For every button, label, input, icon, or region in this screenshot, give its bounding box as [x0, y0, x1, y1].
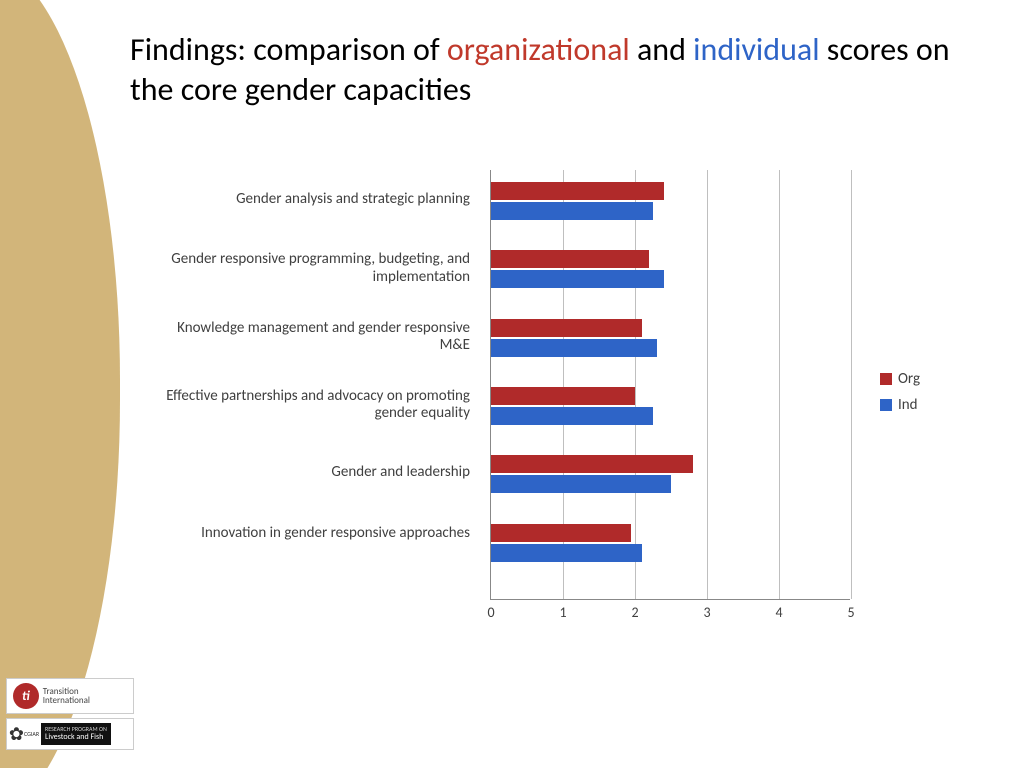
legend-org-swatch — [880, 373, 892, 385]
chart-gridline — [635, 170, 636, 599]
legend-org-label: Org — [898, 370, 920, 388]
bar-org — [491, 182, 664, 200]
cgiar-program-label: RESEARCH PROGRAM ON Livestock and Fish — [41, 723, 111, 744]
title-org-word: organizational — [447, 30, 630, 69]
chart-category-label: Knowledge management and gender responsi… — [150, 320, 470, 355]
chart-xtick: 1 — [559, 604, 566, 621]
bar-ind — [491, 202, 653, 220]
bar-ind — [491, 544, 642, 562]
bar-org — [491, 455, 693, 473]
title-pre: Findings: comparison of — [130, 30, 447, 69]
bar-ind — [491, 339, 657, 357]
title-ind-word: individual — [693, 30, 819, 69]
chart-category-label: Gender responsive programming, budgeting… — [150, 251, 470, 286]
decorative-band — [0, 0, 120, 768]
chart-gridline — [707, 170, 708, 599]
chart-category-label: Gender analysis and strategic planning — [150, 191, 470, 208]
chart-plot-area: 012345 — [490, 170, 850, 600]
chart-xtick: 3 — [703, 604, 710, 621]
ti-badge-icon: ti — [13, 683, 39, 709]
chart-xtick: 4 — [775, 604, 782, 621]
chart: 012345 Gender analysis and strategic pla… — [150, 170, 950, 650]
cgiar-icon: ✿CGIAR — [11, 721, 37, 747]
chart-xtick: 0 — [487, 604, 494, 621]
slide: Findings: comparison of organizational a… — [0, 0, 1024, 768]
cgiar-tag: CGIAR — [24, 731, 39, 737]
bar-org — [491, 524, 631, 542]
bar-org — [491, 387, 635, 405]
bar-ind — [491, 475, 671, 493]
chart-xtick: 2 — [631, 604, 638, 621]
logo-cgiar-livestock-fish: ✿CGIAR RESEARCH PROGRAM ON Livestock and… — [6, 718, 134, 750]
chart-category-label: Gender and leadership — [150, 464, 470, 481]
chart-gridline — [851, 170, 852, 599]
page-title: Findings: comparison of organizational a… — [130, 30, 950, 110]
title-mid: and — [630, 30, 693, 69]
chart-xtick: 5 — [847, 604, 854, 621]
bar-org — [491, 319, 642, 337]
ti-name: Transition International — [43, 687, 127, 706]
chart-category-label: Effective partnerships and advocacy on p… — [150, 388, 470, 423]
chart-gridline — [779, 170, 780, 599]
chart-category-label: Innovation in gender responsive approach… — [150, 525, 470, 542]
cgiar-main: Livestock and Fish — [45, 732, 103, 742]
bar-org — [491, 250, 649, 268]
legend-ind: Ind — [880, 396, 920, 414]
legend-ind-swatch — [880, 399, 892, 411]
bar-ind — [491, 407, 653, 425]
legend-org: Org — [880, 370, 920, 388]
logos: ti Transition International ✿CGIAR RESEA… — [6, 674, 134, 750]
bar-ind — [491, 270, 664, 288]
legend-ind-label: Ind — [898, 396, 918, 414]
logo-transition-international: ti Transition International — [6, 678, 134, 714]
chart-legend: Org Ind — [880, 370, 920, 422]
